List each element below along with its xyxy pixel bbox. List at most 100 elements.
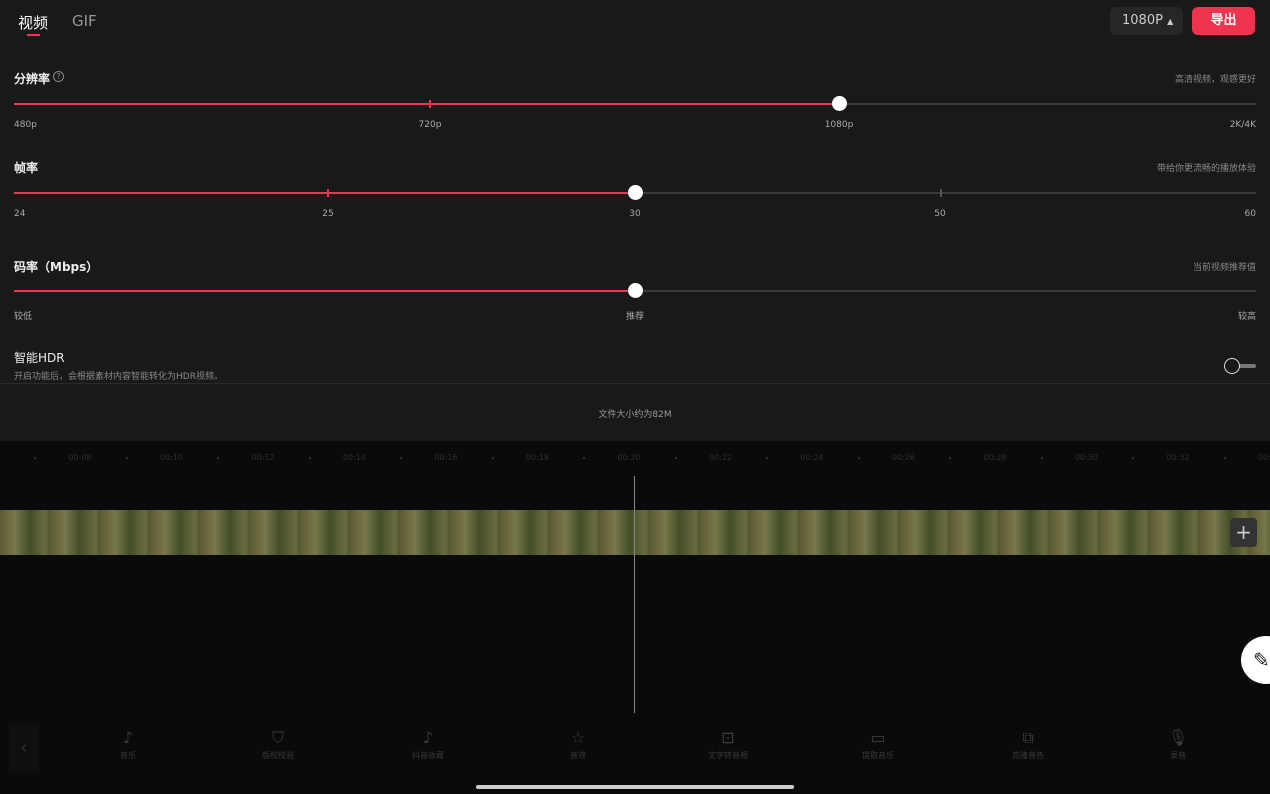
timeline-dot: [857, 457, 860, 459]
toggle-knob: [1224, 358, 1240, 374]
export-button[interactable]: 导出: [1192, 7, 1255, 35]
toolbar-item[interactable]: ⛉ 版权校验: [238, 728, 318, 761]
resolution-slider-fill: [14, 103, 839, 105]
slider-tick: [429, 100, 431, 108]
timeline-dot: [400, 457, 402, 459]
caret-up-icon: ▲: [1167, 17, 1174, 26]
framerate-option[interactable]: 50: [934, 209, 946, 219]
framerate-option[interactable]: 24: [14, 209, 26, 219]
toolbar-item-label: 版权校验: [262, 751, 294, 760]
edit-pencil-button[interactable]: ✎: [1241, 636, 1270, 684]
toolbar-item[interactable]: ⧉ 克隆音色: [988, 728, 1068, 761]
add-clip-button[interactable]: +: [1230, 518, 1257, 547]
bitrate-hint: 当前视频推荐值: [1192, 263, 1256, 273]
timeline-label: 00:24: [800, 453, 824, 462]
hdr-title: 智能HDR: [14, 351, 65, 365]
tiktok-icon: ♪: [422, 728, 434, 747]
toolbar-item-label: 录音: [1170, 751, 1186, 760]
framerate-slider-thumb[interactable]: [628, 185, 643, 200]
tab-gif[interactable]: GIF: [72, 12, 97, 30]
timeline-label: 00:26: [891, 453, 916, 462]
playhead[interactable]: [634, 476, 635, 713]
resolution-select[interactable]: 1080P ▲: [1110, 7, 1183, 35]
timeline-dot: [1223, 457, 1226, 459]
toolbar-item-label: 克隆音色: [1012, 751, 1044, 760]
framerate-slider[interactable]: [14, 185, 1256, 200]
resolution-option[interactable]: 720p: [418, 120, 442, 130]
timeline-dot: [583, 457, 585, 459]
slider-tick: [327, 189, 329, 197]
star-sound-icon: ☆: [570, 728, 586, 747]
framerate-title: 帧率: [14, 161, 39, 175]
bitrate-slider[interactable]: [14, 283, 1256, 298]
video-filmstrip[interactable]: [0, 510, 1270, 555]
resolution-hint: 高清视频，观感更好: [1174, 75, 1256, 85]
toolbar-item-label: 音效: [570, 751, 586, 760]
text-to-audio-icon: ⊡: [721, 728, 735, 747]
export-settings-panel: 视频 GIF 1080P ▲ 导出 分辨率 ? 高清视频，观感更好 480p 7…: [0, 0, 1270, 441]
resolution-title: 分辨率: [14, 72, 51, 86]
timeline-dot: [949, 457, 951, 459]
timeline-dot: [308, 457, 311, 459]
timeline-label: 00:32: [1166, 453, 1190, 462]
file-size-text: 文件大小约为82M: [598, 410, 672, 420]
resolution-select-value: 1080P: [1122, 13, 1163, 28]
home-indicator: [476, 785, 794, 789]
timeline-dot: [217, 457, 219, 459]
bitrate-slider-thumb[interactable]: [628, 283, 643, 298]
timeline-dot: [491, 457, 494, 459]
timeline-label: 00:28: [983, 453, 1007, 462]
slider-tick: [940, 189, 942, 197]
resolution-option[interactable]: 2K/4K: [1229, 120, 1256, 130]
hdr-toggle[interactable]: [1224, 358, 1256, 374]
shield-icon: ⛉: [271, 728, 284, 747]
toolbar-item[interactable]: ♪ 抖音收藏: [388, 728, 468, 761]
bitrate-label-low: 较低: [14, 312, 33, 322]
framerate-option[interactable]: 60: [1244, 209, 1256, 219]
toggle-track: [1234, 364, 1256, 368]
timeline-dot: [674, 457, 677, 459]
timeline-label: 00:22: [708, 453, 733, 462]
hdr-description: 开启功能后，会根据素材内容智能转化为HDR视频。: [14, 372, 223, 382]
divider: [0, 383, 1270, 384]
toolbar-item[interactable]: ⊡ 文字转音频: [688, 728, 768, 761]
tab-video[interactable]: 视频: [18, 14, 49, 32]
resolution-slider-thumb[interactable]: [832, 96, 847, 111]
microphone-icon: 🎙: [1167, 728, 1189, 747]
toolbar-item-label: 抖音收藏: [412, 751, 444, 760]
timeline-label: 00:18: [525, 453, 550, 462]
bitrate-title: 码率（Mbps）: [14, 260, 99, 274]
back-chevron-icon[interactable]: ‹: [9, 723, 39, 773]
help-icon[interactable]: ?: [53, 71, 64, 82]
timeline-dot: [1040, 457, 1043, 459]
music-note-icon: ♪: [122, 728, 134, 747]
timeline-label: 00:12: [251, 453, 275, 462]
resolution-option[interactable]: 1080p: [824, 120, 854, 130]
bitrate-slider-fill: [14, 290, 635, 292]
toolbar-item-label: 音乐: [120, 751, 136, 760]
toolbar-item[interactable]: 🎙 录音: [1138, 728, 1218, 761]
timeline-dot: [34, 457, 36, 459]
framerate-option[interactable]: 30: [629, 209, 641, 219]
toolbar-item[interactable]: ☆ 音效: [538, 728, 618, 761]
bitrate-label-recommended: 推荐: [625, 312, 645, 322]
framerate-slider-fill: [14, 192, 635, 194]
toolbar-item[interactable]: ▭ 提取音乐: [838, 728, 918, 761]
framerate-hint: 带给你更流畅的播放体验: [1156, 164, 1256, 174]
timeline-label: 00:30: [1074, 453, 1099, 462]
timeline-dot: [125, 457, 128, 459]
framerate-option[interactable]: 25: [322, 209, 334, 219]
bitrate-label-high: 较高: [1237, 312, 1256, 322]
timeline-dot: [1132, 457, 1134, 459]
resolution-option[interactable]: 480p: [14, 120, 37, 130]
toolbar-item-label: 提取音乐: [862, 751, 894, 760]
toolbar-item[interactable]: ♪ 音乐: [88, 728, 168, 761]
timeline-label: 00:14: [342, 453, 367, 462]
timeline-label: 00:34: [1257, 453, 1270, 462]
timeline-label: 00:16: [434, 453, 458, 462]
resolution-slider[interactable]: [14, 96, 1256, 111]
timeline-dot: [766, 457, 768, 459]
folder-icon: ▭: [870, 728, 886, 747]
clone-voice-icon: ⧉: [1022, 728, 1034, 747]
active-tab-indicator: [27, 34, 40, 36]
